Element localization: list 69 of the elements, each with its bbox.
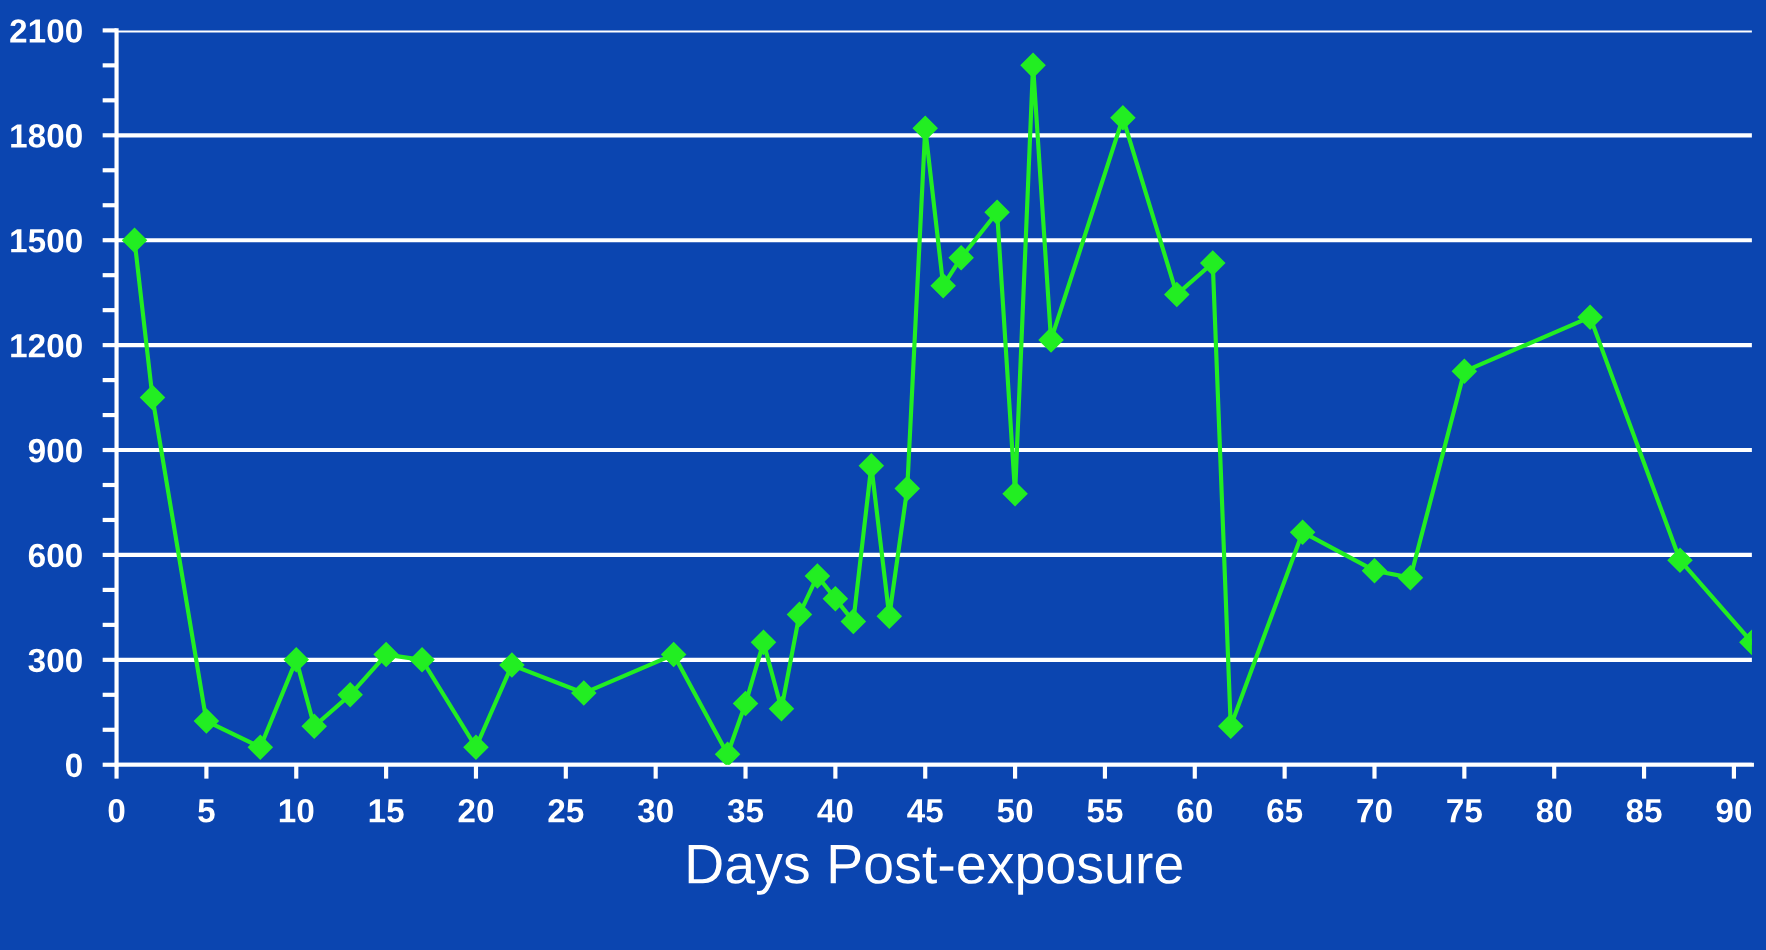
x-tick-label: 40 [817, 798, 853, 823]
point [283, 647, 309, 673]
x-tick-label: 0 [108, 798, 125, 823]
x-tick-label: 5 [198, 799, 215, 823]
point [822, 586, 848, 612]
x-tick-label: 75 [1447, 799, 1482, 823]
x-tick-label: 60 [1177, 798, 1212, 823]
point [463, 734, 489, 760]
point [661, 642, 687, 668]
point [193, 708, 219, 734]
point [948, 245, 974, 271]
point [733, 691, 759, 717]
y-tick-label: 300 [28, 648, 82, 673]
point [301, 713, 327, 739]
y-tick-label: 900 [28, 438, 82, 463]
x-tick-label: 45 [907, 799, 943, 823]
point [858, 453, 884, 479]
x-tick-label: 55 [1087, 799, 1123, 823]
x-tick-label: 90 [1716, 798, 1752, 823]
y-tick-label: 1800 [11, 124, 82, 148]
point [715, 741, 741, 765]
point [1451, 358, 1477, 384]
point [1020, 52, 1046, 78]
x-tick-label: 85 [1626, 798, 1662, 823]
point [122, 227, 148, 253]
x-tick-label: 70 [1357, 798, 1392, 823]
point [1002, 481, 1028, 507]
point [1164, 281, 1190, 307]
point [409, 647, 435, 673]
point [373, 642, 399, 668]
x-tick-label: 20 [458, 798, 494, 823]
point [337, 682, 363, 708]
point [1110, 105, 1136, 131]
point [1218, 713, 1244, 739]
point [1038, 327, 1064, 353]
y-tick-label: 600 [28, 543, 82, 568]
x-tick-label: 50 [997, 798, 1033, 823]
point [1290, 519, 1316, 545]
y-tick-label: 2100 [10, 19, 82, 43]
x-tick-label: 10 [279, 798, 314, 823]
point [1200, 250, 1226, 276]
point [1362, 558, 1387, 584]
y-tick-label: 1200 [11, 333, 82, 358]
x-tick-label: 35 [727, 798, 764, 823]
x-tick-label: 15 [369, 799, 404, 823]
point [786, 601, 812, 627]
x-tick-label: 30 [637, 798, 673, 823]
point [571, 680, 597, 706]
point [840, 608, 866, 634]
point [1397, 565, 1423, 591]
point [1577, 304, 1603, 330]
y-tick-label: 1500 [11, 229, 82, 253]
point [894, 476, 920, 501]
point [499, 652, 525, 678]
x-tick-label: 80 [1536, 798, 1572, 823]
point [1667, 547, 1693, 573]
y-tick-label: 0 [66, 753, 82, 778]
x-axis-title: Days Post-exposure [688, 845, 1182, 895]
x-tick-label: 65 [1267, 798, 1303, 823]
point [768, 696, 794, 722]
point [140, 385, 165, 411]
point [247, 734, 273, 760]
point [876, 603, 902, 629]
point [751, 629, 776, 655]
point [912, 115, 938, 141]
point [930, 273, 956, 299]
point [804, 563, 830, 589]
x-tick-label: 25 [548, 798, 584, 823]
point [984, 199, 1010, 225]
